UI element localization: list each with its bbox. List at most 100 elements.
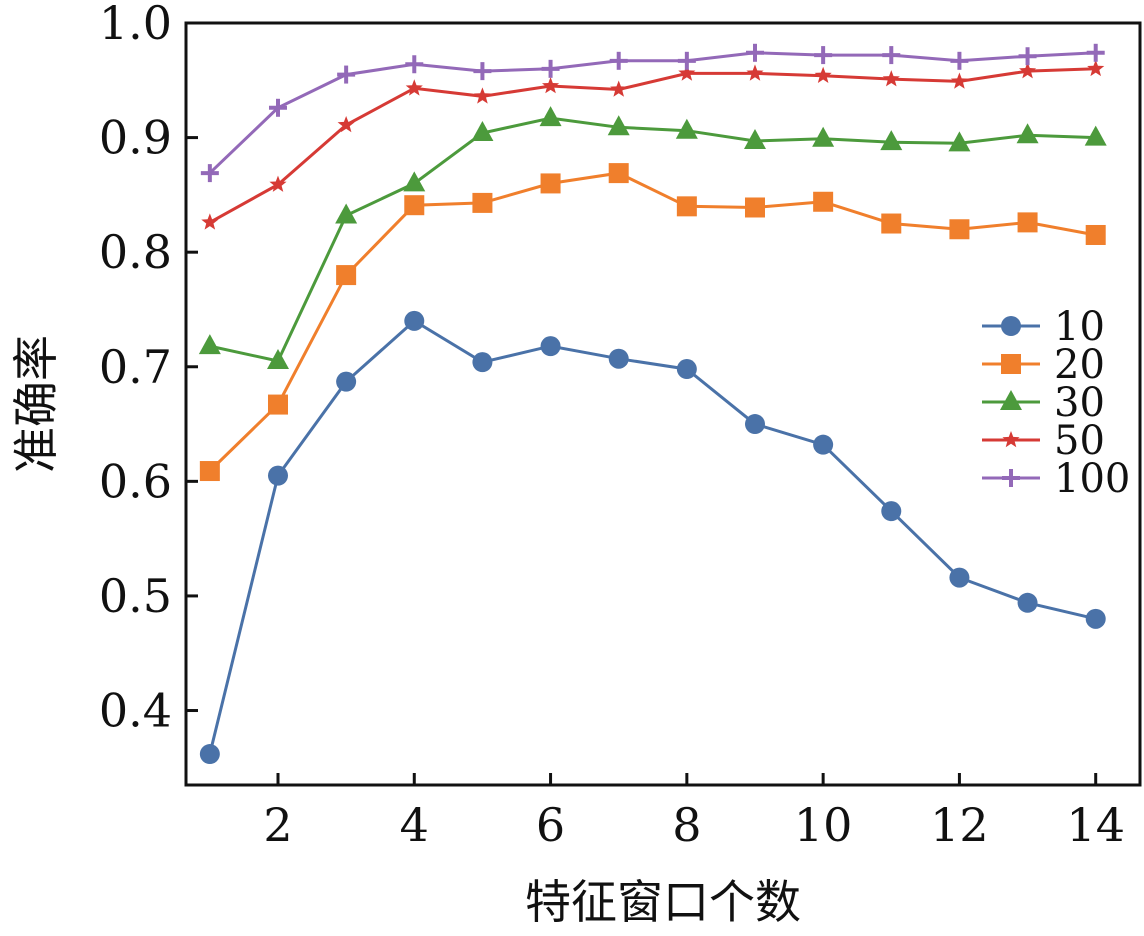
data-point-20 xyxy=(1017,212,1038,233)
data-point-10 xyxy=(949,567,970,588)
plot-area-frame xyxy=(184,21,1142,787)
series-line-30 xyxy=(209,116,1096,363)
data-point-50 xyxy=(950,72,968,89)
data-point-30 xyxy=(743,129,766,150)
data-point-20 xyxy=(813,191,834,212)
series-100 xyxy=(200,43,1105,183)
data-point-100 xyxy=(745,43,764,62)
legend-item-50: 50 xyxy=(982,418,1105,464)
legend-marker xyxy=(1001,316,1021,336)
x-tick-label: 4 xyxy=(400,798,429,852)
data-point-30 xyxy=(1084,125,1107,146)
data-point-100 xyxy=(677,51,696,70)
data-point-10 xyxy=(1017,592,1038,613)
legend-marker xyxy=(1000,390,1022,410)
data-point-10 xyxy=(813,434,834,455)
legend-marker xyxy=(1001,354,1021,374)
data-point-20 xyxy=(744,197,765,218)
data-point-30 xyxy=(948,131,971,152)
series-20 xyxy=(199,163,1106,482)
legend-label: 30 xyxy=(1054,380,1105,426)
data-point-10 xyxy=(404,310,425,331)
series-layer xyxy=(198,43,1107,765)
data-point-100 xyxy=(473,62,492,81)
data-point-100 xyxy=(882,46,901,65)
legend-label: 10 xyxy=(1054,304,1105,350)
data-point-10 xyxy=(199,744,220,765)
legend-item-20: 20 xyxy=(982,342,1105,388)
data-point-20 xyxy=(199,461,220,482)
data-point-50 xyxy=(269,175,287,192)
data-point-30 xyxy=(880,130,903,151)
data-point-50 xyxy=(473,87,491,104)
data-point-50 xyxy=(678,64,696,81)
axes-layer xyxy=(184,21,1142,787)
data-point-10 xyxy=(881,501,902,522)
data-point-20 xyxy=(608,163,629,184)
data-point-50 xyxy=(814,66,832,83)
data-point-10 xyxy=(744,414,765,435)
data-point-30 xyxy=(198,334,221,355)
data-point-100 xyxy=(541,59,560,78)
data-point-100 xyxy=(337,65,356,84)
data-point-30 xyxy=(266,349,289,370)
data-point-50 xyxy=(337,115,355,133)
data-point-30 xyxy=(1016,123,1039,144)
data-point-50 xyxy=(201,213,219,230)
data-point-10 xyxy=(608,348,629,369)
legend-marker xyxy=(1002,431,1020,448)
data-point-10 xyxy=(472,352,493,373)
data-point-10 xyxy=(1085,608,1106,629)
x-tick-label: 10 xyxy=(794,798,853,852)
data-point-30 xyxy=(675,118,698,139)
data-point-20 xyxy=(404,195,425,216)
data-point-20 xyxy=(336,265,357,286)
y-tick-label: 0.4 xyxy=(99,684,172,738)
data-point-30 xyxy=(607,115,630,136)
data-point-50 xyxy=(610,80,628,97)
series-line-50 xyxy=(209,67,1096,224)
y-tick-label: 0.6 xyxy=(99,454,172,508)
y-tick-label: 0.9 xyxy=(99,111,172,165)
data-point-30 xyxy=(539,106,562,127)
y-axis-title: 准确率 xyxy=(9,335,63,473)
data-point-100 xyxy=(1086,43,1105,62)
data-point-30 xyxy=(471,121,494,142)
data-point-100 xyxy=(950,51,969,70)
data-point-50 xyxy=(1019,62,1037,79)
data-point-30 xyxy=(812,126,835,147)
data-point-20 xyxy=(1085,224,1106,245)
data-point-100 xyxy=(405,55,424,74)
x-tick-label: 14 xyxy=(1066,798,1125,852)
data-point-100 xyxy=(200,164,219,183)
data-point-10 xyxy=(540,336,561,357)
legend-item-100: 100 xyxy=(982,456,1130,502)
x-axis-title: 特征窗口个数 xyxy=(525,875,801,929)
series-line-20 xyxy=(208,171,1096,473)
x-tick-label: 8 xyxy=(672,798,701,852)
data-point-100 xyxy=(609,51,628,70)
data-point-10 xyxy=(267,465,288,486)
legend-label: 20 xyxy=(1054,342,1105,388)
data-point-20 xyxy=(267,394,288,415)
legend-marker xyxy=(1002,469,1020,487)
data-point-30 xyxy=(403,171,426,192)
legend-item-10: 10 xyxy=(982,304,1105,350)
x-tick-label: 12 xyxy=(930,798,989,852)
data-point-20 xyxy=(949,219,970,240)
data-point-10 xyxy=(676,359,697,380)
series-line-100 xyxy=(208,51,1096,175)
data-point-50 xyxy=(1087,59,1105,77)
legend-label: 50 xyxy=(1054,418,1105,464)
y-tick-label: 0.8 xyxy=(99,225,172,279)
data-point-20 xyxy=(540,173,561,194)
data-point-50 xyxy=(746,64,764,81)
series-30 xyxy=(198,106,1107,370)
data-point-50 xyxy=(882,70,900,87)
data-point-20 xyxy=(472,192,493,213)
y-tick-label: 0.7 xyxy=(99,340,172,394)
x-tick-label: 2 xyxy=(263,798,292,852)
data-point-50 xyxy=(405,79,423,96)
